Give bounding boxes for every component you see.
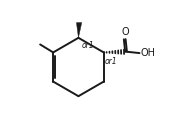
Text: or1: or1 bbox=[105, 57, 117, 66]
Text: or1: or1 bbox=[82, 41, 94, 50]
Polygon shape bbox=[76, 23, 82, 38]
Text: O: O bbox=[121, 27, 129, 37]
Text: OH: OH bbox=[141, 48, 156, 58]
